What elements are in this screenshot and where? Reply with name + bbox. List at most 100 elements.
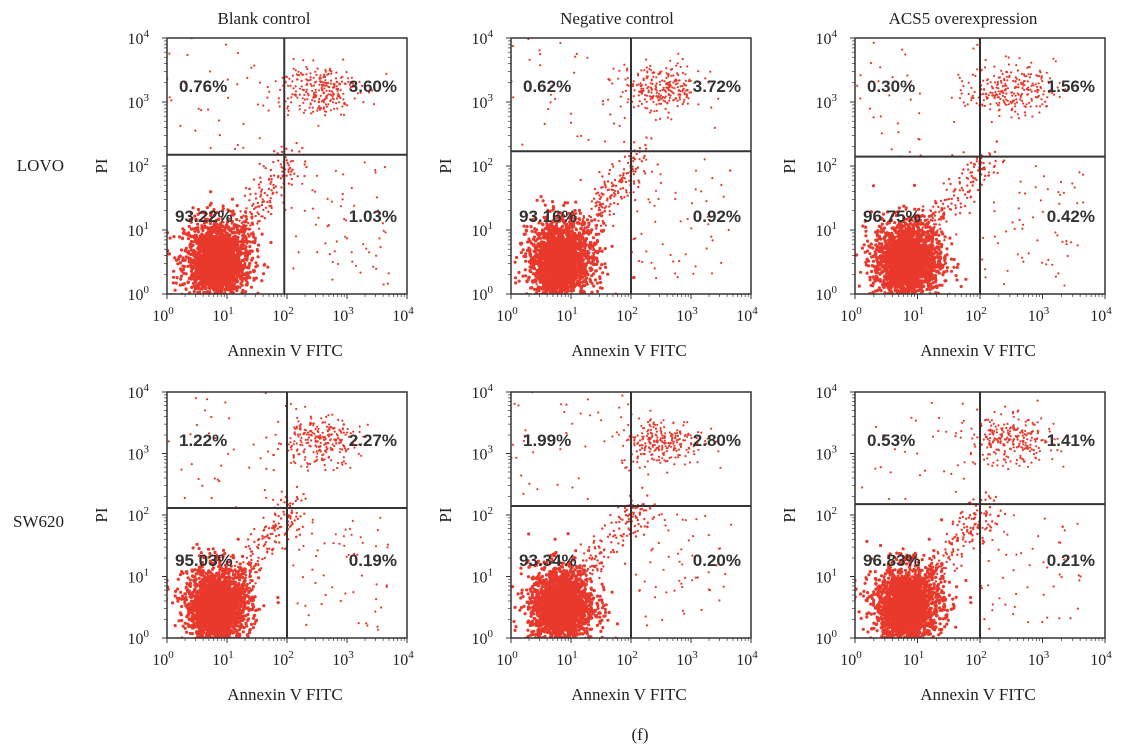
y-tick-label: 101 <box>816 220 838 240</box>
figure-caption: (f) <box>632 725 649 744</box>
x-tick-label: 103 <box>332 305 354 325</box>
data-points <box>511 38 751 294</box>
quadrant-upper-right: 1.41% <box>1047 431 1095 450</box>
x-tick-label: 103 <box>1028 305 1050 325</box>
y-tick-label: 102 <box>816 505 838 525</box>
quadrant-upper-left: 0.30% <box>867 77 915 96</box>
x-axis-title: Annexin V FITC <box>227 685 343 704</box>
quadrant-upper-left: 1.99% <box>523 431 571 450</box>
y-tick-label: 100 <box>816 284 838 304</box>
x-axis-title: Annexin V FITC <box>920 341 1036 360</box>
quadrant-upper-left: 0.76% <box>179 77 227 96</box>
data-points <box>167 38 390 294</box>
x-axis-title: Annexin V FITC <box>571 341 687 360</box>
y-tick-label: 103 <box>128 444 150 464</box>
x-tick-label: 100 <box>840 305 862 325</box>
x-tick-label: 102 <box>965 649 987 669</box>
y-tick-label: 101 <box>472 220 494 240</box>
y-tick-label: 104 <box>128 28 150 48</box>
y-axis-title: PI <box>436 507 455 522</box>
x-tick-label: 101 <box>212 305 234 325</box>
quadrant-lower-left: 93.16% <box>519 207 577 226</box>
data-points <box>511 392 733 638</box>
quadrant-lower-left: 93.34% <box>519 551 577 570</box>
y-axis-title: PI <box>92 507 111 522</box>
y-axis-title: PI <box>92 158 111 173</box>
y-tick-label: 104 <box>472 382 494 402</box>
row-label: LOVO <box>17 156 64 175</box>
data-points <box>167 392 389 638</box>
x-tick-label: 103 <box>332 649 354 669</box>
quadrant-lower-right: 0.42% <box>1047 207 1095 226</box>
y-tick-label: 100 <box>816 628 838 648</box>
y-tick-label: 100 <box>128 628 150 648</box>
x-tick-label: 100 <box>496 649 518 669</box>
y-tick-label: 103 <box>816 444 838 464</box>
quadrant-lower-left: 96.83% <box>863 551 921 570</box>
quadrant-upper-left: 0.53% <box>867 431 915 450</box>
y-tick-label: 104 <box>816 28 838 48</box>
quadrant-upper-right: 3.60% <box>349 77 397 96</box>
y-axis-title: PI <box>780 158 799 173</box>
quadrant-lower-right: 0.19% <box>349 551 397 570</box>
quadrant-lower-left: 93.22% <box>175 207 233 226</box>
x-axis-title: Annexin V FITC <box>920 685 1036 704</box>
x-tick-label: 104 <box>1090 649 1112 669</box>
x-tick-label: 102 <box>616 305 638 325</box>
x-tick-label: 104 <box>392 305 414 325</box>
y-axis-title: PI <box>436 158 455 173</box>
x-tick-label: 101 <box>903 649 925 669</box>
quadrant-upper-right: 1.56% <box>1047 77 1095 96</box>
column-title: Blank control <box>217 9 310 28</box>
x-tick-label: 103 <box>676 305 698 325</box>
quadrant-upper-left: 0.62% <box>523 77 571 96</box>
x-tick-label: 101 <box>556 305 578 325</box>
x-tick-label: 102 <box>272 305 294 325</box>
y-tick-label: 102 <box>472 156 494 176</box>
data-points <box>855 38 1085 294</box>
y-tick-label: 101 <box>472 567 494 587</box>
y-tick-label: 103 <box>128 92 150 112</box>
x-axis-title: Annexin V FITC <box>227 341 343 360</box>
x-tick-label: 103 <box>676 649 698 669</box>
x-tick-label: 102 <box>965 305 987 325</box>
x-tick-label: 100 <box>496 305 518 325</box>
y-tick-label: 102 <box>128 505 150 525</box>
quadrant-upper-right: 2.80% <box>693 431 741 450</box>
x-tick-label: 101 <box>212 649 234 669</box>
quadrant-lower-left: 96.75% <box>863 207 921 226</box>
x-tick-label: 103 <box>1028 649 1050 669</box>
y-axis-title: PI <box>780 507 799 522</box>
row-label: SW620 <box>13 512 64 531</box>
x-tick-label: 104 <box>736 649 758 669</box>
x-tick-label: 100 <box>152 649 174 669</box>
x-axis-title: Annexin V FITC <box>571 685 687 704</box>
x-tick-label: 101 <box>903 305 925 325</box>
y-tick-label: 103 <box>472 92 494 112</box>
x-tick-label: 104 <box>1090 305 1112 325</box>
y-tick-label: 101 <box>816 567 838 587</box>
y-tick-label: 104 <box>128 382 150 402</box>
y-tick-label: 102 <box>128 156 150 176</box>
y-tick-label: 100 <box>128 284 150 304</box>
column-title: ACS5 overexpression <box>889 9 1038 28</box>
y-tick-label: 104 <box>816 382 838 402</box>
x-tick-label: 101 <box>556 649 578 669</box>
y-tick-label: 100 <box>472 628 494 648</box>
quadrant-lower-left: 95.03% <box>175 551 233 570</box>
quadrant-upper-left: 1.22% <box>179 431 227 450</box>
y-tick-label: 101 <box>128 567 150 587</box>
y-tick-label: 101 <box>128 220 150 240</box>
quadrant-upper-right: 3.72% <box>693 77 741 96</box>
y-tick-label: 103 <box>816 92 838 112</box>
x-tick-label: 102 <box>272 649 294 669</box>
y-tick-label: 104 <box>472 28 494 48</box>
x-tick-label: 104 <box>736 305 758 325</box>
column-title: Negative control <box>560 9 674 28</box>
